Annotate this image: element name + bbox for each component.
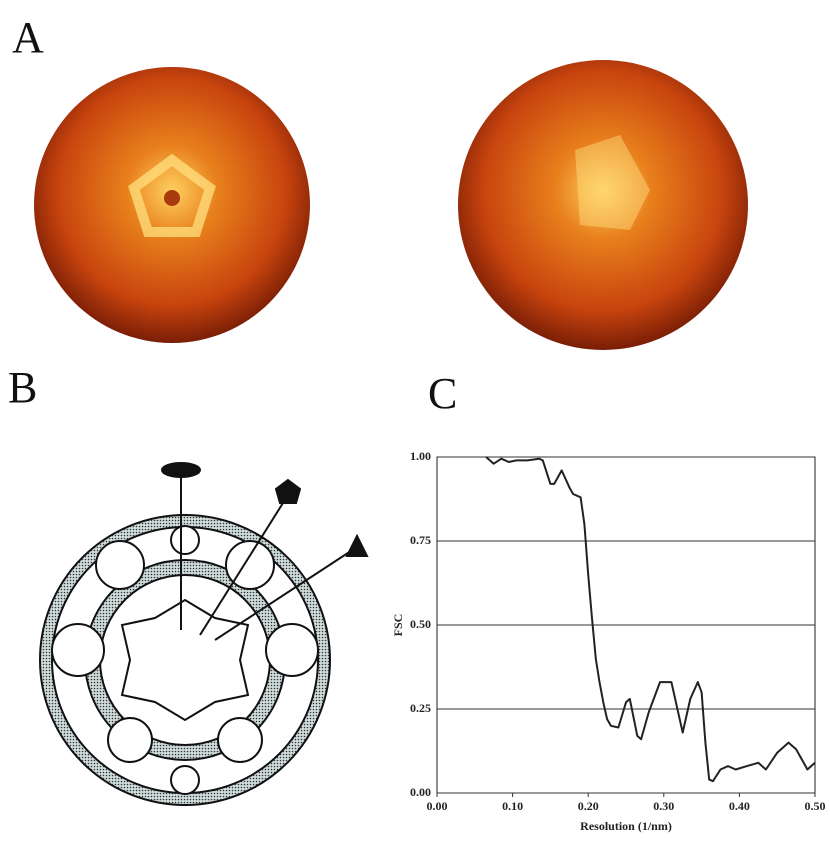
panel-label: C (428, 369, 457, 418)
x-tick-label: 0.30 (653, 799, 674, 813)
x-tick-label: 0.20 (578, 799, 599, 813)
y-axis-label: FSC (391, 614, 405, 637)
panel-label: B (8, 363, 37, 412)
y-tick-label: 0.25 (410, 701, 431, 715)
x-tick-label: 0.40 (729, 799, 750, 813)
x-axis-label: Resolution (1/nm) (580, 819, 672, 833)
y-tick-label: 1.00 (410, 449, 431, 463)
panel-label: A (12, 13, 44, 62)
reconstruction-left (34, 67, 310, 343)
cross-section-diagram (40, 463, 367, 805)
reconstruction-right (458, 60, 748, 350)
x-tick-label: 0.00 (427, 799, 448, 813)
figure: A B C 0.00 0.25 0.50 0.75 1.00 0.00 0.10 0.20 0.… (0, 0, 830, 844)
y-tick-label: 0.00 (410, 785, 431, 799)
y-tick-label: 0.75 (410, 533, 431, 547)
y-tick-label: 0.50 (410, 617, 431, 631)
x-tick-label: 0.50 (805, 799, 826, 813)
x-tick-label: 0.10 (502, 799, 523, 813)
